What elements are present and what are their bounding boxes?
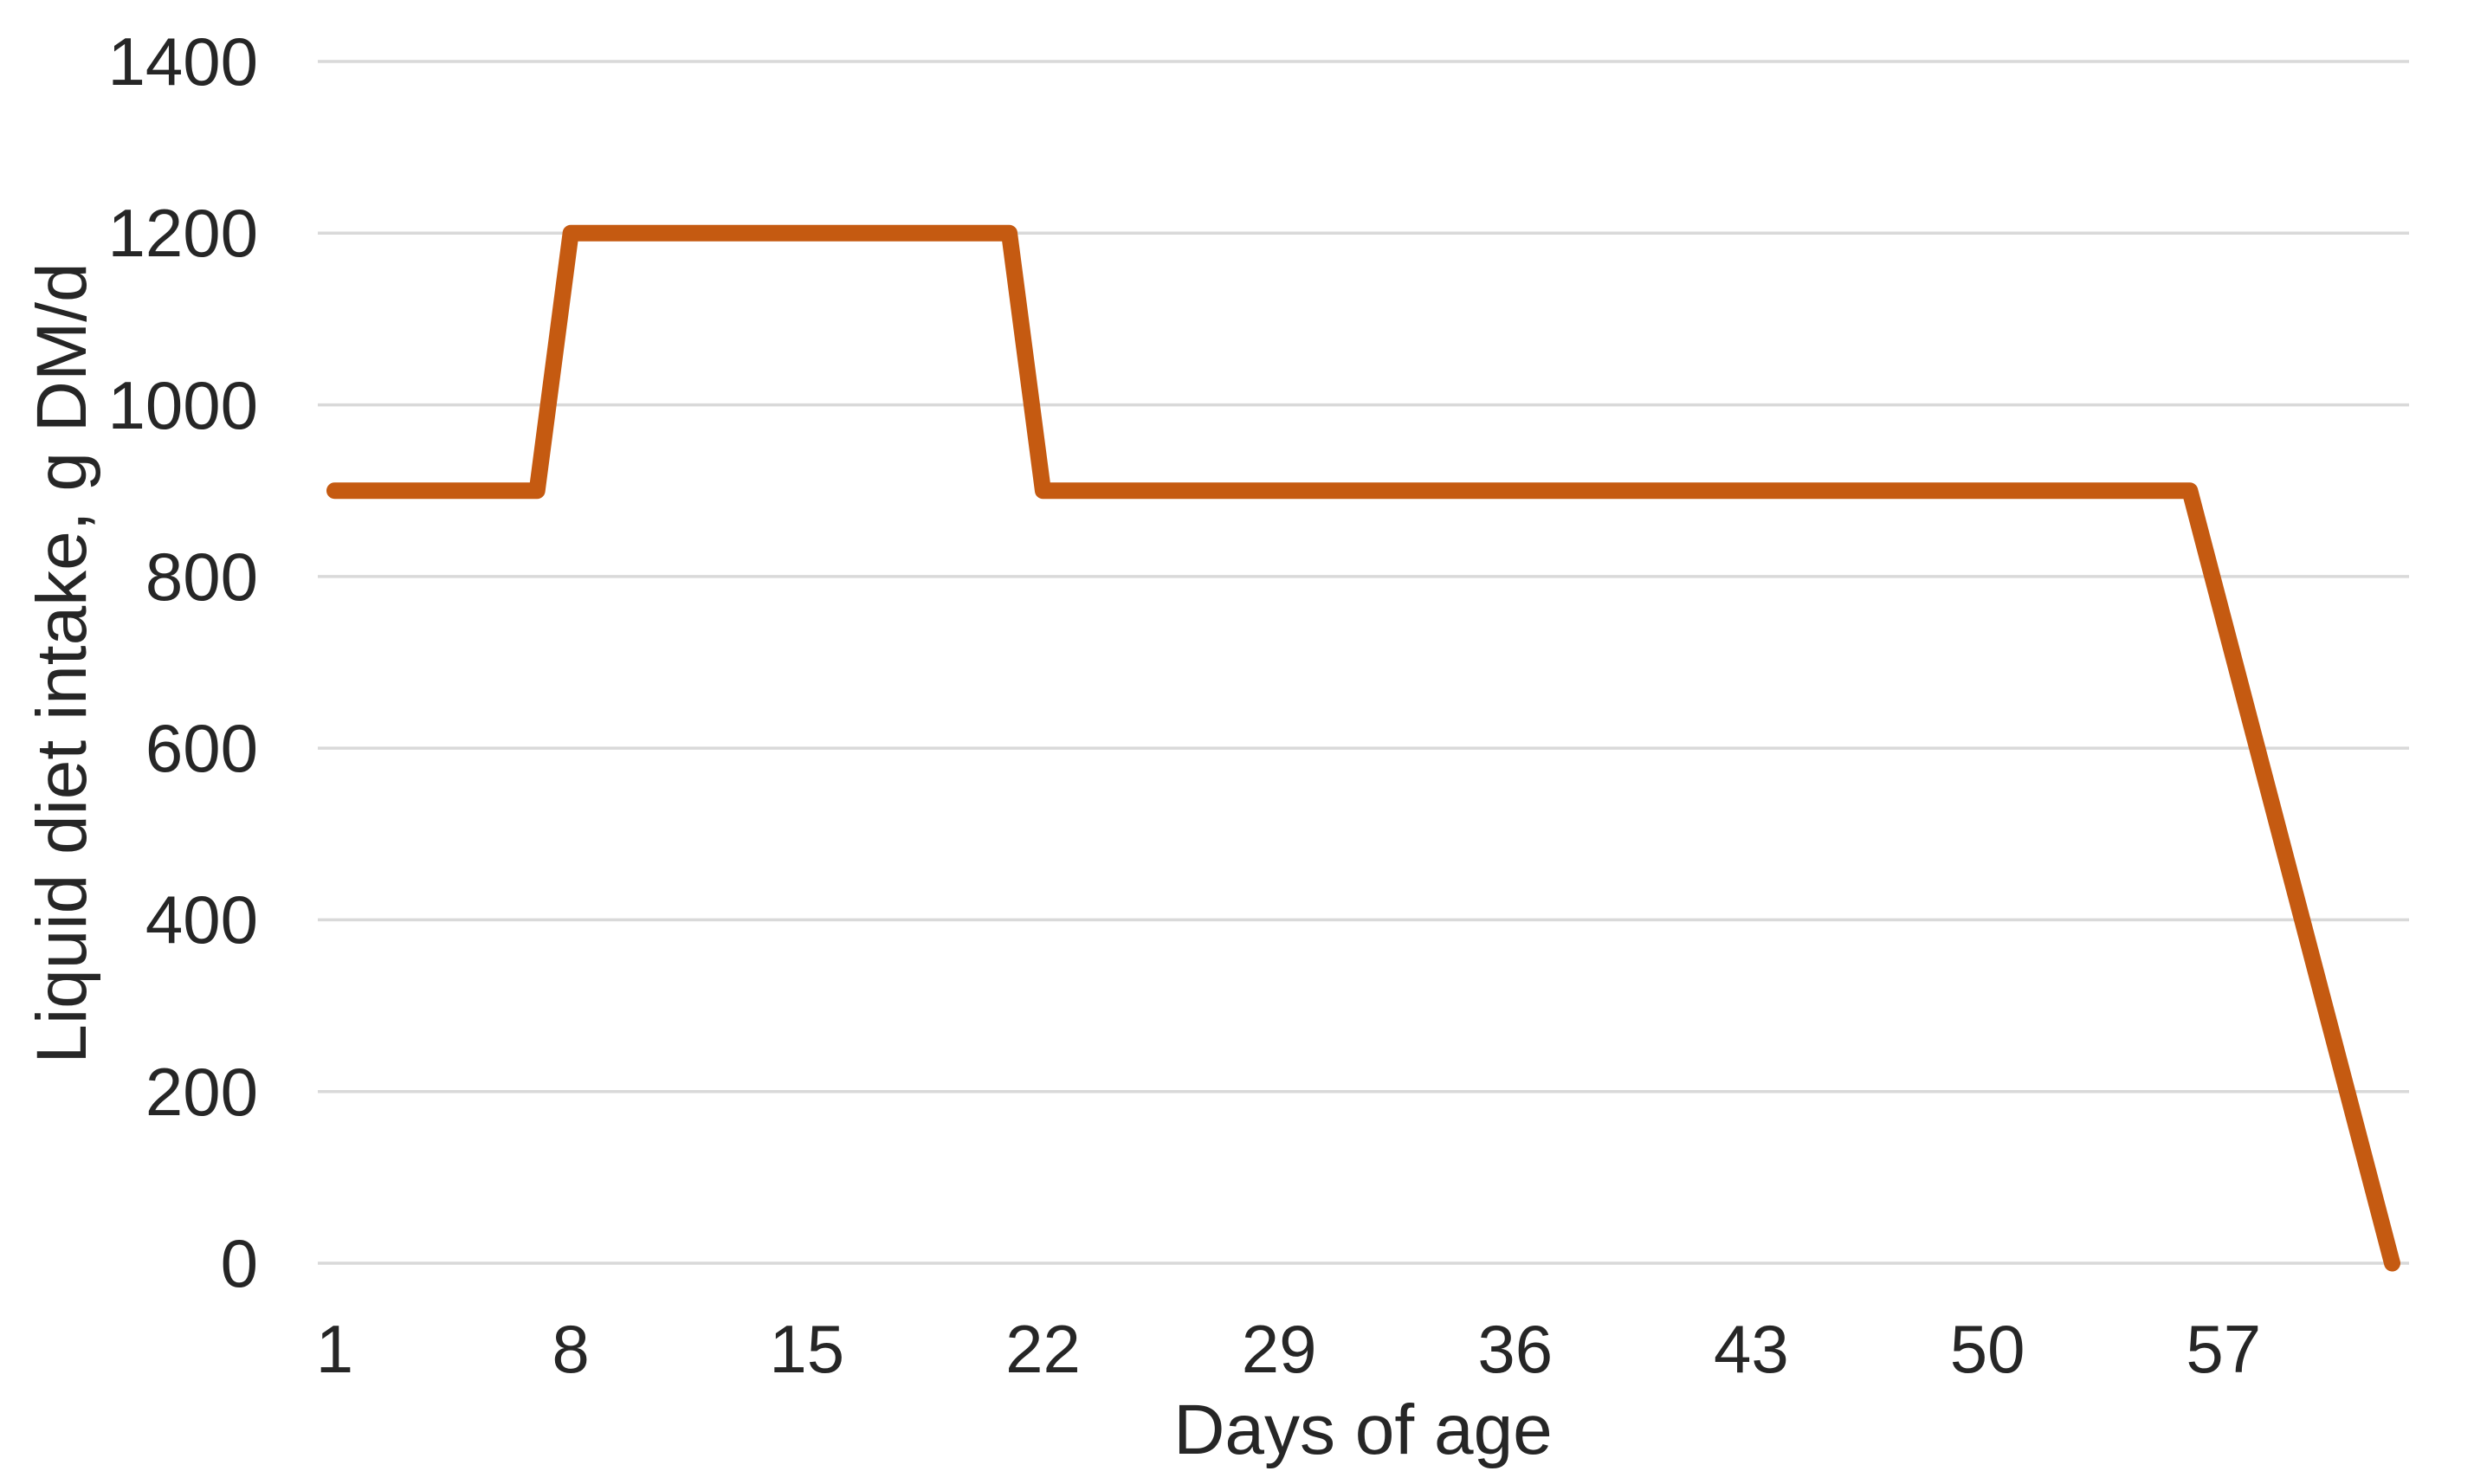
y-tick-label: 200 — [145, 1053, 258, 1130]
y-tick-label: 1200 — [107, 195, 258, 272]
x-tick-label: 50 — [1949, 1311, 2025, 1387]
x-tick-label: 8 — [552, 1311, 590, 1387]
x-tick-label: 43 — [1714, 1311, 1789, 1387]
y-tick-label: 0 — [220, 1225, 258, 1301]
x-axis-title: Days of age — [1173, 1390, 1553, 1469]
x-tick-label: 15 — [769, 1311, 845, 1387]
y-tick-label: 1000 — [107, 366, 258, 443]
x-tick-label: 22 — [1005, 1311, 1081, 1387]
y-axis-title: Liquid diet intake, g DM/d — [23, 262, 101, 1064]
y-tick-label: 600 — [145, 710, 258, 787]
x-tick-label: 1 — [315, 1311, 354, 1387]
x-tick-label: 36 — [1477, 1311, 1554, 1387]
y-tick-label: 1400 — [107, 23, 258, 100]
x-tick-label: 29 — [1241, 1311, 1317, 1387]
y-tick-label: 400 — [145, 881, 258, 958]
x-tick-label: 57 — [2186, 1311, 2262, 1387]
y-tick-label: 800 — [145, 538, 258, 615]
series-line — [326, 224, 2401, 1272]
